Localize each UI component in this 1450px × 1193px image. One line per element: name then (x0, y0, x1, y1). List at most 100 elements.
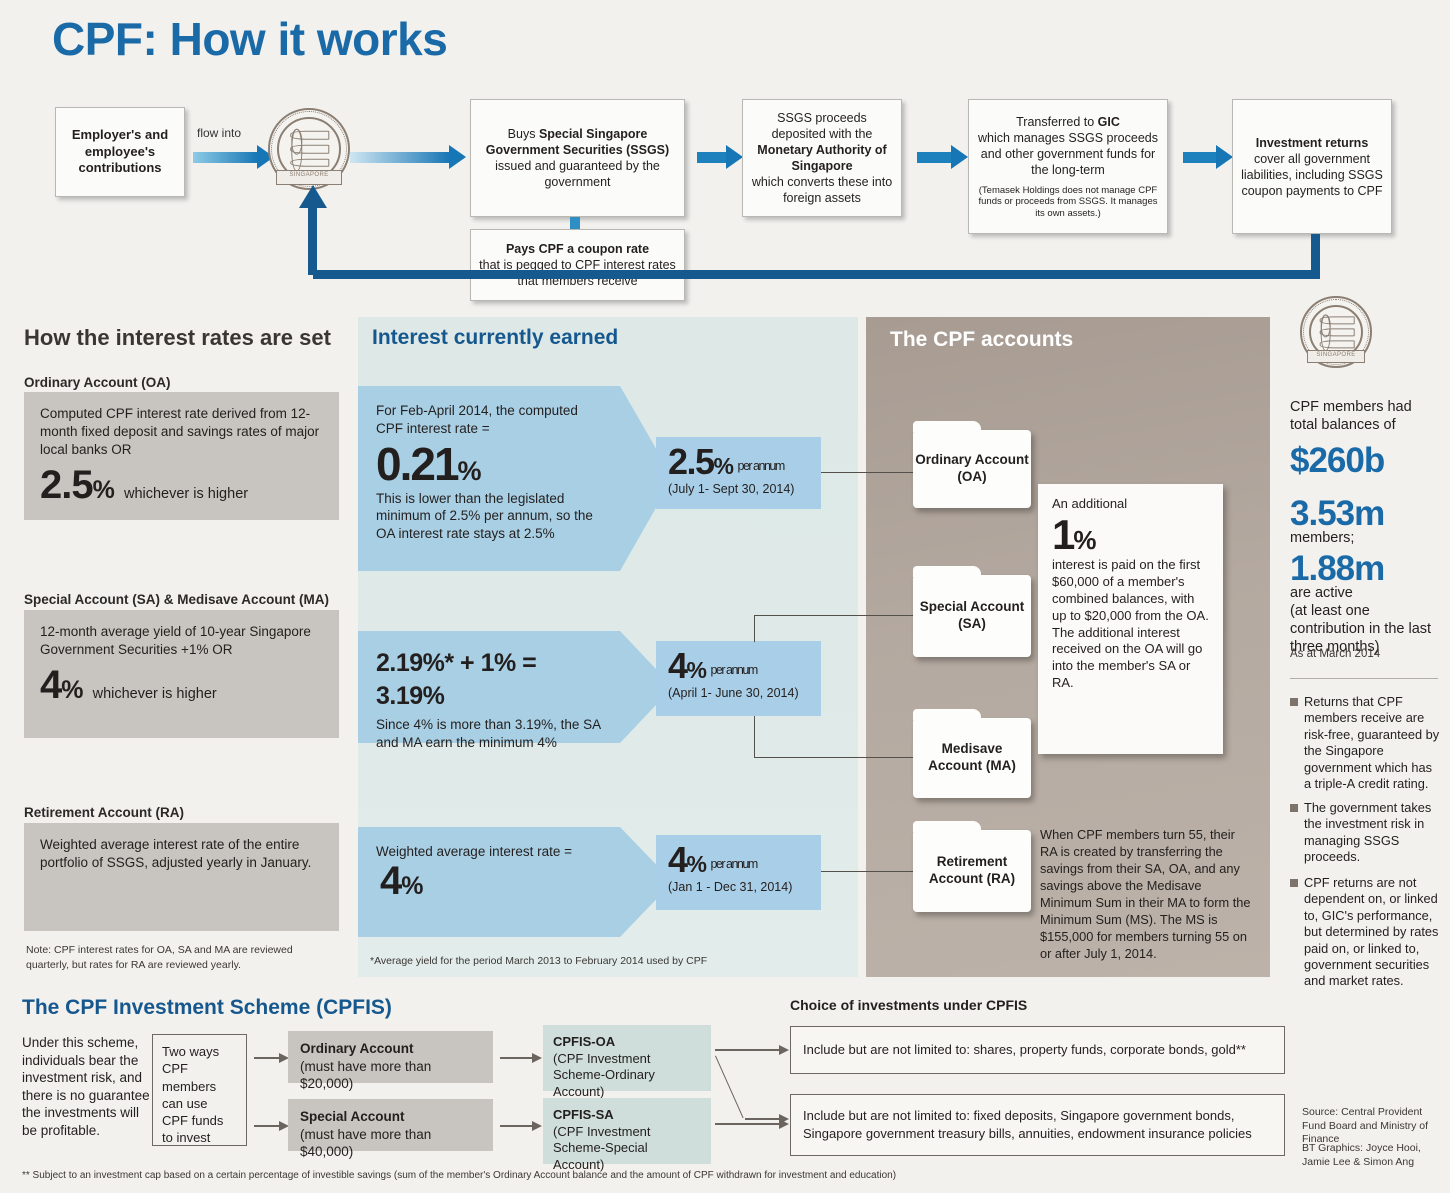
return-path-horizontal (313, 270, 1320, 279)
diagonal-connector (715, 1055, 744, 1119)
rates-box-sa: 12-month average yield of 10-year Singap… (24, 610, 339, 738)
gic-bold: GIC (1097, 114, 1120, 129)
sidebar-bullet-2: The government takes the investment risk… (1290, 800, 1440, 866)
sidebar-divider (1290, 678, 1438, 679)
cpfis-oa-desc: (CPF Investment Scheme-Ordinary Account) (553, 1050, 655, 1099)
flow-box-investment-returns: Investment returns cover all government … (1232, 99, 1392, 234)
stat-as-at-date: As at March 2014 (1290, 648, 1381, 660)
sa-rate-value: 4 (40, 662, 62, 707)
active-sub-text: (at least one contribution in the last t… (1290, 602, 1432, 655)
arrow-gic-to-returns (1183, 145, 1233, 169)
flow-box-contributions: Employer's and employee's contributions (55, 107, 185, 197)
crest-band-text: SINGAPORE (289, 172, 329, 179)
cpf-crest-icon-sidebar: SINGAPORE (1300, 296, 1372, 368)
ssgs-bold: Special Singapore Government Securities … (485, 127, 670, 157)
bullet-1-text: Returns that CPF members receive are ris… (1304, 694, 1440, 791)
return-path-arrowhead (299, 185, 327, 208)
connector-ma-h (754, 757, 913, 758)
arrow-contributions-to-cpf (193, 145, 274, 169)
cpfis-account-sa: Special Account (must have more than $40… (288, 1099, 493, 1159)
flow-box-mas: SSGS proceeds deposited with the Monetar… (742, 99, 902, 217)
sa-rate-pct: % (61, 675, 83, 704)
active-label-text: are active (1290, 585, 1353, 601)
sidebar-lead-text: CPF members had total balances of (1290, 399, 1412, 434)
cpfis-oa-title: CPFIS-OA (553, 1034, 616, 1049)
cpfis-sa-desc: (CPF Investment Scheme-Special Account) (553, 1123, 651, 1172)
bullet-3-text: CPF returns are not dependent on, or lin… (1304, 875, 1439, 989)
sa-formula: 2.19%* + 1% = 3.19% (376, 649, 537, 710)
label-retirement-account: Retirement Account (RA) (24, 805, 185, 820)
source-credit: Source: Central Provident Fund Board and… (1302, 1106, 1429, 1146)
folder-label-ra: Retirement Account (RA) (928, 854, 1016, 886)
bullet-square-icon (1290, 698, 1298, 706)
rate-result-oa: 2.5% per annum (July 1- Sept 30, 2014) (656, 437, 821, 509)
cpfis-footnote: ** Subject to an investment cap based on… (22, 1170, 897, 1181)
sa-rate-text: 12-month average yield of 10-year Singap… (40, 624, 311, 657)
rate-result-sa: 4% per annum (April 1- June 30, 2014) (656, 641, 821, 716)
rate-sa-pct: % (686, 657, 707, 683)
mas-line2: which converts these into foreign assets (751, 175, 893, 205)
stat-active-label: are active (at least one contribution in… (1290, 585, 1445, 657)
account-folder-ma: Medisave Account (MA) (913, 709, 1031, 798)
additional-text: interest is paid on the first $60,000 of… (1052, 556, 1209, 691)
sa-rate-suffix: whichever is higher (92, 685, 217, 702)
additional-interest-box: An additional 1% interest is paid on the… (1038, 484, 1223, 754)
additional-pct: % (1073, 524, 1096, 555)
rate-sa-period: (April 1- June 30, 2014) (668, 686, 799, 700)
arrow-sa-to-cpfissa (500, 1121, 542, 1131)
folder-label-sa: Special Account (SA) (919, 599, 1025, 631)
rate-ra-value: 4 (668, 839, 688, 880)
oa-rate-pct: % (92, 475, 115, 504)
arrow-cpf-to-ssgs (350, 145, 466, 169)
ssgs-prefix: Buys (507, 127, 539, 141)
ra-intro-text: Weighted average interest rate = (376, 844, 572, 859)
interest-chevron-ra: Weighted average interest rate = 4% (358, 827, 673, 937)
cpfis-oa-box: CPFIS-OA (CPF Investment Scheme-Ordinary… (543, 1025, 711, 1099)
arrow-mas-to-gic (917, 145, 968, 169)
gic-prefix: Transferred to (1016, 114, 1098, 129)
oa-explanation: This is lower than the legislated minimu… (376, 490, 593, 542)
connector-sa-v (754, 615, 755, 642)
rate-oa-period: (July 1- Sept 30, 2014) (668, 482, 795, 496)
flow-box-coupon: Pays CPF a coupon rate that is pegged to… (470, 229, 685, 301)
graphics-credit: BT Graphics: Joyce Hooi, Jamie Lee & Sim… (1302, 1142, 1421, 1168)
cpfis-sa-sub: (must have more than $40,000) (300, 1126, 432, 1160)
sa-explanation: Since 4% is more than 3.19%, the SA and … (376, 717, 601, 750)
stat-total-balances: $260b (1290, 441, 1385, 480)
oa-intro-text: For Feb-April 2014, the computed CPF int… (376, 403, 578, 436)
accounts-panel-header: The CPF accounts (890, 328, 1074, 351)
cpfis-oa-sub: (must have more than $20,000) (300, 1058, 432, 1092)
rate-ra-per-annum: per annum (710, 857, 758, 871)
cpfis-intro-text: Under this scheme, individuals bear the … (22, 1035, 150, 1138)
sidebar-bullet-1: Returns that CPF members receive are ris… (1290, 694, 1440, 792)
account-folder-oa: Ordinary Account (OA) (913, 421, 1031, 508)
ra-rate-text: Weighted average interest rate of the en… (40, 837, 312, 870)
page-title: CPF: How it works (52, 13, 448, 65)
connector-ma-v (754, 716, 755, 758)
sidebar-bullet-3: CPF returns are not dependent on, or lin… (1290, 875, 1440, 990)
mas-line1: SSGS proceeds deposited with the (771, 111, 873, 141)
return-path-vertical-right (1311, 234, 1320, 274)
cpfis-sa-title: CPFIS-SA (553, 1107, 614, 1122)
oa-rate-value: 2.5 (40, 462, 94, 507)
connector-sa-h (754, 615, 913, 616)
oa-computed-value: 0.21 (376, 437, 460, 490)
coupon-bold: Pays CPF a coupon rate (505, 242, 650, 256)
rates-box-oa: Computed CPF interest rate derived from … (24, 392, 339, 520)
cpfis-two-ways-box: Two ways CPF members can use CPF funds t… (152, 1034, 247, 1146)
additional-intro: An additional (1052, 496, 1128, 511)
contributions-text: Employer's and employee's contributions (71, 127, 169, 176)
bullet-square-icon (1290, 804, 1298, 812)
arrow-cpfisoa-to-choice1 (715, 1045, 789, 1055)
interest-panel-header: Interest currently earned (372, 326, 619, 349)
rate-result-ra: 4% per annum (Jan 1 - Dec 31, 2014) (656, 835, 821, 910)
rate-sa-value: 4 (668, 645, 688, 686)
rates-panel-note: Note: CPF interest rates for OA, SA and … (26, 944, 293, 971)
flow-into-label: flow into (197, 126, 242, 140)
interest-chevron-sa: 2.19%* + 1% = 3.19% Since 4% is more tha… (358, 631, 673, 750)
rate-oa-value: 2.5 (668, 441, 715, 482)
folder-label-oa: Ordinary Account (OA) (915, 452, 1029, 484)
rate-ra-period: (Jan 1 - Dec 31, 2014) (668, 880, 793, 894)
crest-band-text-sidebar: SINGAPORE (1316, 352, 1356, 359)
oa-computed-pct: % (457, 455, 482, 486)
